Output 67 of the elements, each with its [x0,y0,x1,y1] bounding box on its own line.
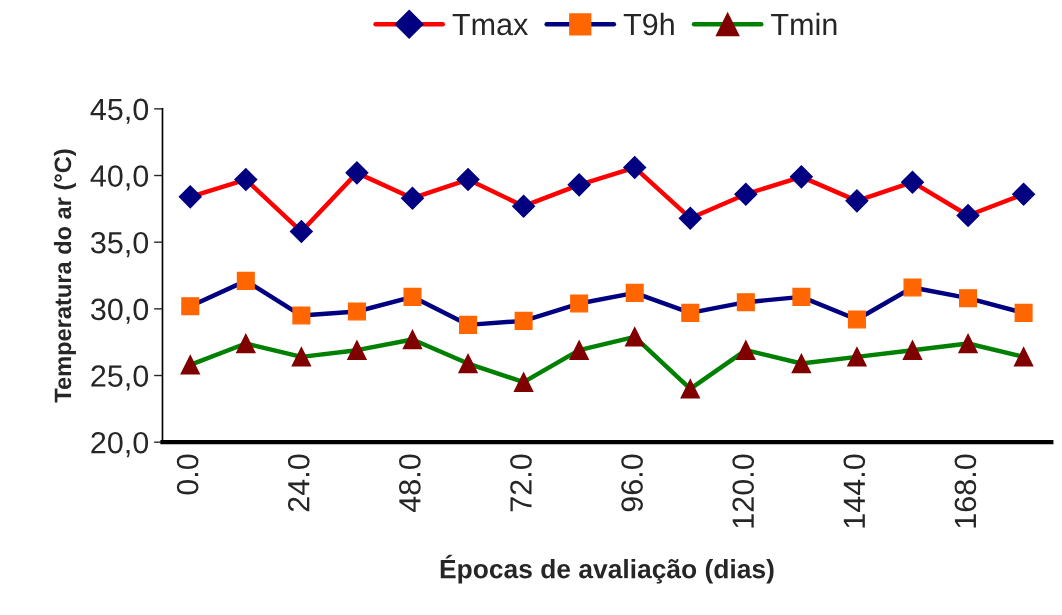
point [347,340,367,360]
point [234,168,258,192]
legend-label: Tmax [452,13,528,36]
point [289,220,313,244]
point [1014,303,1033,322]
y-tick-label: 35,0 [90,231,149,258]
x-tick-label: 24.0 [287,454,310,512]
point [791,353,812,374]
point [1013,347,1034,367]
y-tick-label: 30,0 [90,298,149,324]
point [569,340,589,360]
point [456,168,480,192]
point [180,355,200,375]
point [292,306,311,325]
point [623,156,647,180]
point [514,311,533,330]
point [181,297,200,316]
point [402,329,423,350]
y-tick-label: 25,0 [91,365,149,391]
point [347,302,366,321]
y-tick-label: 45,0 [90,98,149,124]
point [903,278,922,297]
x-tick-label: 48.0 [399,454,421,513]
x-tick-label: 144.0 [843,454,866,528]
legend-label: Tmin [771,12,837,36]
point [567,173,591,197]
point [512,194,536,218]
x-tick-label: 168.0 [954,454,977,528]
point [291,347,312,367]
point [681,303,700,322]
point [625,283,644,302]
point [236,333,256,354]
point [513,372,534,392]
point [400,186,424,210]
point [847,347,867,367]
point [900,170,924,194]
point [236,271,255,290]
y-tick-label: 20,0 [91,431,149,458]
point [845,189,869,213]
point [736,293,755,312]
x-tick-label: 0.0 [176,454,199,495]
point [624,327,645,347]
point [459,315,478,334]
y-axis-title: Temperatura do ar (°C) [53,149,76,403]
point [956,204,980,228]
point [959,289,978,308]
x-tick-label: 120.0 [732,454,755,528]
point [458,353,478,374]
x-axis-title: Épocas de avaliação (dias) [440,554,774,584]
point [902,340,923,360]
point [178,185,202,209]
x-tick-label: 72.0 [510,454,532,512]
point [678,206,702,230]
point [734,182,758,206]
point [570,294,589,313]
point [958,333,978,354]
point [736,340,756,360]
point [789,165,813,189]
point [680,379,700,399]
point [345,161,369,185]
point [792,287,811,306]
x-tick-label: 96.0 [621,454,643,512]
legend-label: T9h [623,12,674,36]
point [1012,182,1036,206]
point [403,287,422,306]
y-tick-label: 40,0 [90,165,149,191]
point [847,310,866,329]
